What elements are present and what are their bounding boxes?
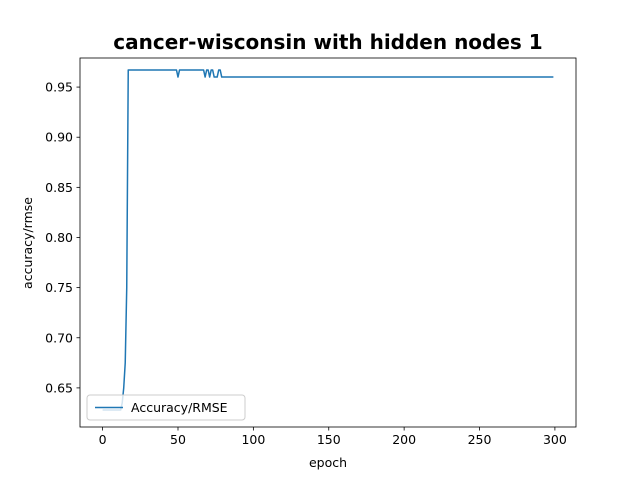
x-tick-label: 250 [468,432,492,447]
y-tick-label: 0.65 [45,380,73,395]
y-tick-label: 0.90 [45,130,73,145]
x-tick-label: 50 [170,432,186,447]
y-tick-label: 0.85 [45,180,73,195]
x-tick-label: 0 [99,432,107,447]
x-tick-label: 200 [392,432,416,447]
legend-label: Accuracy/RMSE [131,400,228,415]
y-tick-label: 0.80 [45,230,73,245]
plot-area: 0 50 100 150 200 250 300 0.65 0.70 0.75 0.80 0.85 0.… [45,57,577,447]
x-axis-label: epoch [309,455,347,470]
x-tick-label: 150 [317,432,341,447]
chart-title: cancer-wisconsin with hidden nodes 1 [113,30,542,54]
y-axis-label: accuracy/rmse [20,197,35,289]
series-line-0 [102,69,554,411]
y-tick-label: 0.75 [45,280,73,295]
x-tick-label: 100 [241,432,265,447]
y-tick-label: 0.95 [45,80,73,95]
x-tick-label: 300 [543,432,567,447]
axes-frame [79,57,577,428]
legend-box [86,394,246,421]
y-tick-label: 0.70 [45,330,73,345]
